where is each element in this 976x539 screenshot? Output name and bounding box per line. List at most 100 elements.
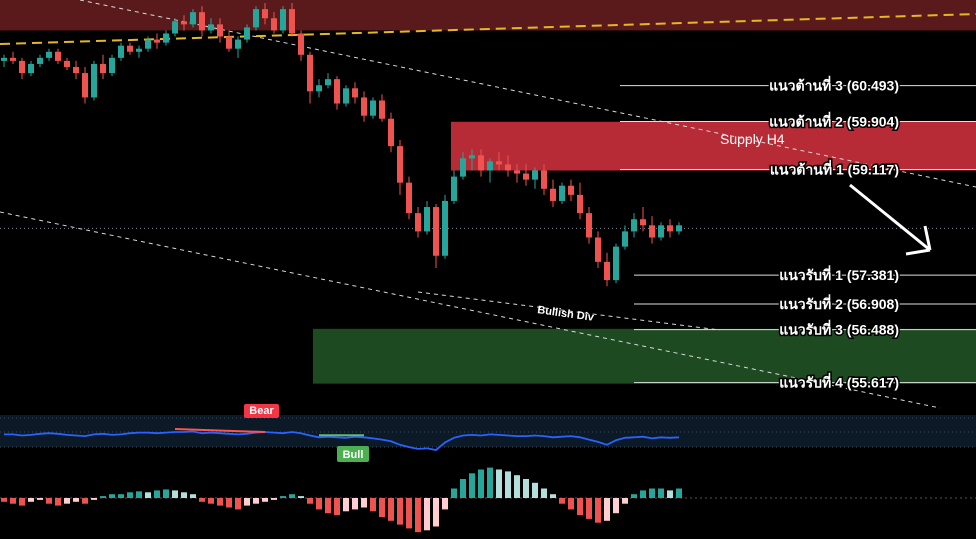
candle-body[interactable] — [217, 24, 223, 37]
histogram-bar — [460, 479, 466, 498]
candle-body[interactable] — [433, 207, 439, 256]
candle-body[interactable] — [415, 213, 421, 232]
zone-supply[interactable] — [451, 121, 976, 171]
level-lines-layer: แนวต้านที่ 3 (60.493) แนวต้านที่ 2 (59.90… — [620, 74, 976, 392]
candle-body[interactable] — [136, 48, 142, 52]
candle-body[interactable] — [190, 12, 196, 25]
candle-body[interactable] — [46, 51, 52, 58]
candle-body[interactable] — [559, 185, 565, 201]
candle-body[interactable] — [244, 27, 250, 40]
candle-body[interactable] — [568, 185, 574, 195]
candle-body[interactable] — [172, 21, 178, 34]
candle-body[interactable] — [361, 97, 367, 116]
candle-body[interactable] — [667, 225, 673, 232]
candle-body[interactable] — [226, 36, 232, 49]
candle-body[interactable] — [595, 237, 601, 262]
candle-body[interactable] — [154, 39, 160, 43]
candle-body[interactable] — [397, 146, 403, 183]
candle-body[interactable] — [280, 9, 286, 31]
candle-body[interactable] — [352, 88, 358, 98]
zone-demand[interactable] — [313, 328, 976, 384]
candle-body[interactable] — [586, 213, 592, 238]
histogram-bar — [235, 498, 241, 510]
candle-body[interactable] — [334, 79, 340, 104]
candle-body[interactable] — [442, 200, 448, 256]
candle-body[interactable] — [532, 170, 538, 180]
histogram-bar — [154, 490, 160, 498]
candle-body[interactable] — [262, 9, 268, 19]
candle-body[interactable] — [64, 60, 70, 67]
histogram-bar — [163, 489, 169, 498]
candle-body[interactable] — [271, 18, 277, 31]
candle-body[interactable] — [343, 88, 349, 104]
candle-body[interactable] — [379, 100, 385, 119]
candle-body[interactable] — [55, 51, 61, 61]
candle-body[interactable] — [550, 188, 556, 201]
candle-body[interactable] — [199, 12, 205, 31]
candle-body[interactable] — [577, 194, 583, 214]
candle-body[interactable] — [73, 66, 79, 74]
candle-body[interactable] — [640, 219, 646, 226]
candle-body[interactable] — [181, 21, 187, 25]
candle-body[interactable] — [388, 118, 394, 147]
candle-body[interactable] — [676, 225, 682, 232]
candle-body[interactable] — [127, 45, 133, 52]
candle-body[interactable] — [235, 39, 241, 49]
candle-body[interactable] — [658, 225, 664, 238]
candle-body[interactable] — [604, 261, 610, 281]
projection-arrow-icon[interactable] — [849, 183, 932, 256]
candle-body[interactable] — [316, 85, 322, 92]
candle-body[interactable] — [19, 60, 25, 74]
top-resistance-trendline[interactable] — [0, 13, 976, 45]
candle-body[interactable] — [298, 33, 304, 55]
candle-body[interactable] — [631, 219, 637, 232]
bullish-div-trendline[interactable] — [417, 291, 721, 331]
candle-body[interactable] — [109, 57, 115, 74]
candle-body[interactable] — [10, 57, 16, 61]
candle-body[interactable] — [91, 63, 97, 98]
candle-body[interactable] — [307, 54, 313, 92]
histogram-bar — [118, 494, 124, 498]
candle-body[interactable] — [451, 176, 457, 201]
candle-body[interactable] — [118, 45, 124, 58]
histogram-bar — [28, 498, 34, 502]
candle-body[interactable] — [496, 161, 502, 165]
candle-body[interactable] — [424, 207, 430, 232]
candle-body[interactable] — [370, 100, 376, 116]
candle-body[interactable] — [649, 225, 655, 238]
candle-body[interactable] — [289, 9, 295, 34]
candle-body[interactable] — [406, 182, 412, 214]
candle-body[interactable] — [460, 158, 466, 177]
bull-badge[interactable] — [337, 446, 369, 462]
candle-body[interactable] — [208, 24, 214, 31]
candle-body[interactable] — [253, 9, 259, 28]
lower-channel-trendline[interactable] — [0, 211, 941, 409]
candle-body[interactable] — [1, 57, 7, 61]
candle-body[interactable] — [487, 161, 493, 171]
candle-body[interactable] — [523, 173, 529, 180]
candle-body[interactable] — [37, 57, 43, 64]
candle-body[interactable] — [622, 231, 628, 247]
zone-top[interactable] — [0, 0, 976, 31]
bear-badge[interactable] — [244, 404, 279, 418]
histogram-bar — [469, 473, 475, 498]
histogram-bar — [343, 498, 349, 512]
candle-body[interactable] — [163, 33, 169, 43]
candle-body[interactable] — [505, 164, 511, 171]
candle-body[interactable] — [82, 73, 88, 98]
candle-body[interactable] — [541, 170, 547, 189]
candle-body[interactable] — [478, 155, 484, 171]
osc-line[interactable] — [4, 430, 680, 451]
candle-body[interactable] — [28, 63, 34, 74]
candle-body[interactable] — [514, 170, 520, 174]
candle-body[interactable] — [325, 79, 331, 86]
candle-body[interactable] — [613, 246, 619, 281]
candle-body[interactable] — [145, 39, 151, 49]
candle-body[interactable] — [469, 155, 475, 159]
candle-body[interactable] — [100, 63, 106, 74]
histogram-bar — [379, 498, 385, 517]
histogram-bar — [541, 488, 547, 498]
trendlines-layer — [0, 0, 976, 409]
histogram-bar — [397, 498, 403, 525]
